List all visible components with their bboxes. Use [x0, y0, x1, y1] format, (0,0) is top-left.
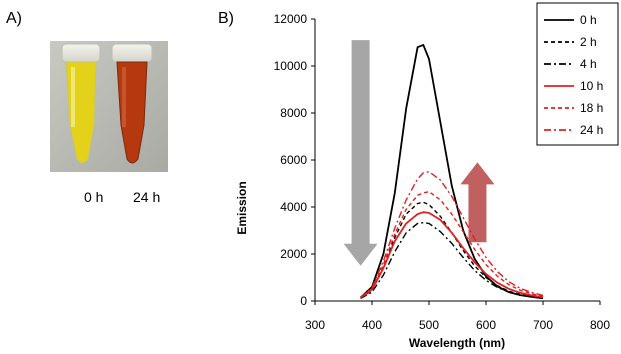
- tubes-photo: [50, 41, 168, 172]
- series-line-0: [359, 44, 544, 300]
- x-tick-label: 400: [362, 318, 382, 332]
- y-tick-label: 6000: [280, 153, 307, 167]
- x-ticks: 300 400 500 600 700 800: [305, 301, 610, 332]
- x-tick-label: 300: [305, 318, 325, 332]
- panel-b-label: B): [218, 10, 234, 27]
- series-layer: [359, 44, 544, 300]
- x-tick-label: 600: [476, 318, 496, 332]
- tube-24h: [111, 43, 153, 164]
- series-line-3: [360, 211, 544, 299]
- series-line-1: [360, 201, 544, 299]
- tube-label-24h: 24 h: [133, 189, 161, 205]
- y-tick-label: 10000: [274, 59, 308, 73]
- y-axis-label: Emission: [235, 181, 249, 234]
- y-tick-label: 2000: [280, 247, 307, 261]
- series-line-2: [360, 221, 544, 300]
- x-axis-label: Wavelength (nm): [409, 336, 505, 350]
- x-tick-label: 700: [533, 318, 553, 332]
- legend-box: [536, 2, 619, 146]
- legend-label-1: 2 h: [580, 35, 597, 49]
- panel-a-label: A): [6, 10, 22, 27]
- y-tick-label: 12000: [274, 12, 308, 26]
- y-tick-label: 0: [300, 294, 307, 308]
- legend-label-5: 24 h: [580, 123, 603, 137]
- y-tick-label: 8000: [280, 106, 307, 120]
- annotations-layer: [343, 40, 495, 266]
- legend-label-3: 10 h: [580, 79, 603, 93]
- x-tick-label: 800: [590, 318, 610, 332]
- legend-label-2: 4 h: [580, 57, 597, 71]
- legend: 0 h 2 h 4 h 10 h 18 h 24 h: [536, 2, 619, 146]
- y-ticks: 0 2000 4000 6000 8000 10000 12000: [274, 12, 315, 308]
- legend-label-0: 0 h: [580, 13, 597, 27]
- arrow-up-annotation: [460, 162, 495, 243]
- series-line-5: [360, 171, 544, 299]
- x-tick-label: 500: [419, 318, 439, 332]
- tube-label-0h: 0 h: [84, 189, 104, 205]
- tube-0h: [61, 43, 101, 164]
- legend-label-4: 18 h: [580, 101, 603, 115]
- arrow-down-annotation: [343, 40, 378, 266]
- y-tick-label: 4000: [280, 200, 307, 214]
- series-line-4: [360, 190, 544, 299]
